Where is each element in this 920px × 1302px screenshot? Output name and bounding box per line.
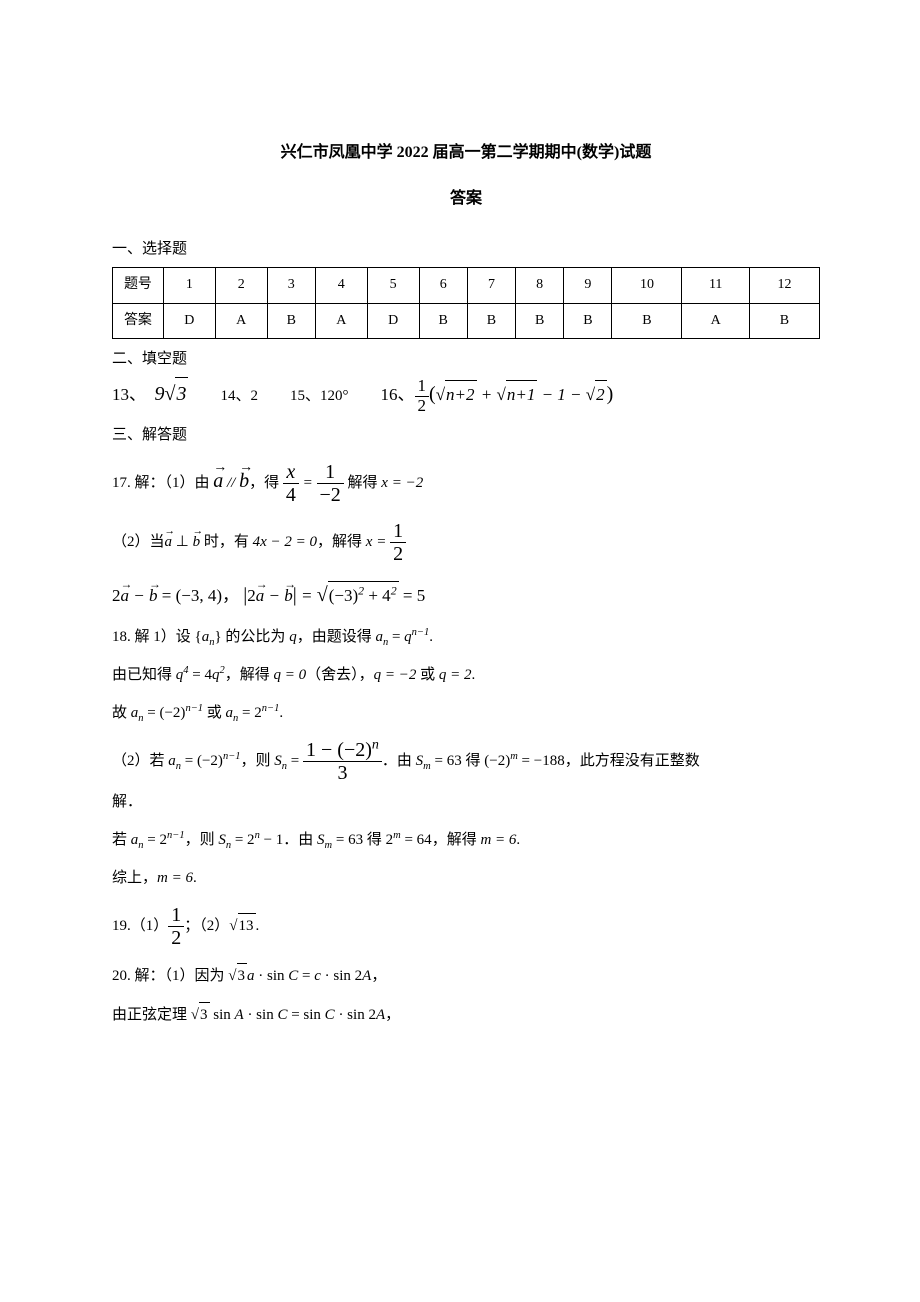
- section-solve: 三、解答题: [112, 423, 820, 447]
- q17-part2b: 2a − b = (−3, 4)， |2a − b| = √(−3)2 + 42…: [112, 579, 820, 611]
- ans-cell: D: [367, 303, 419, 338]
- ans-cell: D: [163, 303, 215, 338]
- fill-answers: 13、 9√3 14、2 15、120° 16、12(√n+2 + √n+1 −…: [112, 377, 820, 415]
- ans-cell: A: [315, 303, 367, 338]
- table-row: 答案 D A B A D B B B B B A B: [113, 303, 820, 338]
- q14: 14、2: [220, 384, 258, 408]
- q17-part1: 17. 解：（1）由 a // b，得 x4 = 1−2 解得 x = −2: [112, 461, 820, 506]
- q18-2a-cont: 解．: [112, 790, 820, 814]
- answer-table: 题号 1 2 3 4 5 6 7 8 9 10 11 12 答案 D A B A…: [112, 267, 820, 339]
- ans-cell: A: [682, 303, 750, 338]
- q13: 13、 9√3: [112, 377, 188, 410]
- q18-2a: （2）若 an = (−2)n−1，则 Sn = 1 − (−2)n3．由 Sm…: [112, 739, 820, 784]
- col-num: 7: [467, 268, 515, 303]
- ans-cell: B: [612, 303, 682, 338]
- q18-1c: 故 an = (−2)n−1 或 an = 2n−1.: [112, 701, 820, 725]
- col-num: 1: [163, 268, 215, 303]
- q15: 15、120°: [290, 384, 349, 408]
- col-num: 11: [682, 268, 750, 303]
- col-num: 6: [419, 268, 467, 303]
- ans-cell: B: [419, 303, 467, 338]
- q17-part2a: （2）当a ⊥ b 时，有 4x − 2 = 0，解得 x = 12: [112, 520, 820, 565]
- col-num: 3: [267, 268, 315, 303]
- page-subtitle: 答案: [112, 186, 820, 212]
- page-title: 兴仁市凤凰中学 2022 届高一第二学期期中(数学)试题: [112, 140, 820, 166]
- ans-cell: B: [467, 303, 515, 338]
- ans-cell: A: [215, 303, 267, 338]
- col-num: 10: [612, 268, 682, 303]
- q18-2b: 若 an = 2n−1，则 Sn = 2n − 1．由 Sm = 63 得 2m…: [112, 828, 820, 852]
- col-num: 2: [215, 268, 267, 303]
- ans-cell: B: [516, 303, 564, 338]
- row-label: 题号: [113, 268, 164, 303]
- q20-1: 20. 解：（1）因为 √3a · sin C = c · sin 2A，: [112, 963, 820, 988]
- col-num: 8: [516, 268, 564, 303]
- table-row: 题号 1 2 3 4 5 6 7 8 9 10 11 12: [113, 268, 820, 303]
- section-fill: 二、填空题: [112, 347, 820, 371]
- ans-label: 答案: [113, 303, 164, 338]
- col-num: 9: [564, 268, 612, 303]
- q16: 16、12(√n+2 + √n+1 − 1 − √2): [381, 377, 614, 415]
- q18-1a: 18. 解 1）设 {an} 的公比为 q，由题设得 an = qn−1.: [112, 625, 820, 649]
- col-num: 5: [367, 268, 419, 303]
- q18-2c: 综上，m = 6.: [112, 866, 820, 890]
- col-num: 4: [315, 268, 367, 303]
- q19: 19.（1）12；（2）√13.: [112, 904, 820, 949]
- col-num: 12: [749, 268, 819, 303]
- q18-1b: 由已知得 q4 = 4q2，解得 q = 0（舍去），q = −2 或 q = …: [112, 663, 820, 687]
- ans-cell: B: [267, 303, 315, 338]
- ans-cell: B: [749, 303, 819, 338]
- q20-2: 由正弦定理 √3 sin A · sin C = sin C · sin 2A，: [112, 1002, 820, 1027]
- ans-cell: B: [564, 303, 612, 338]
- section-choice: 一、选择题: [112, 237, 820, 261]
